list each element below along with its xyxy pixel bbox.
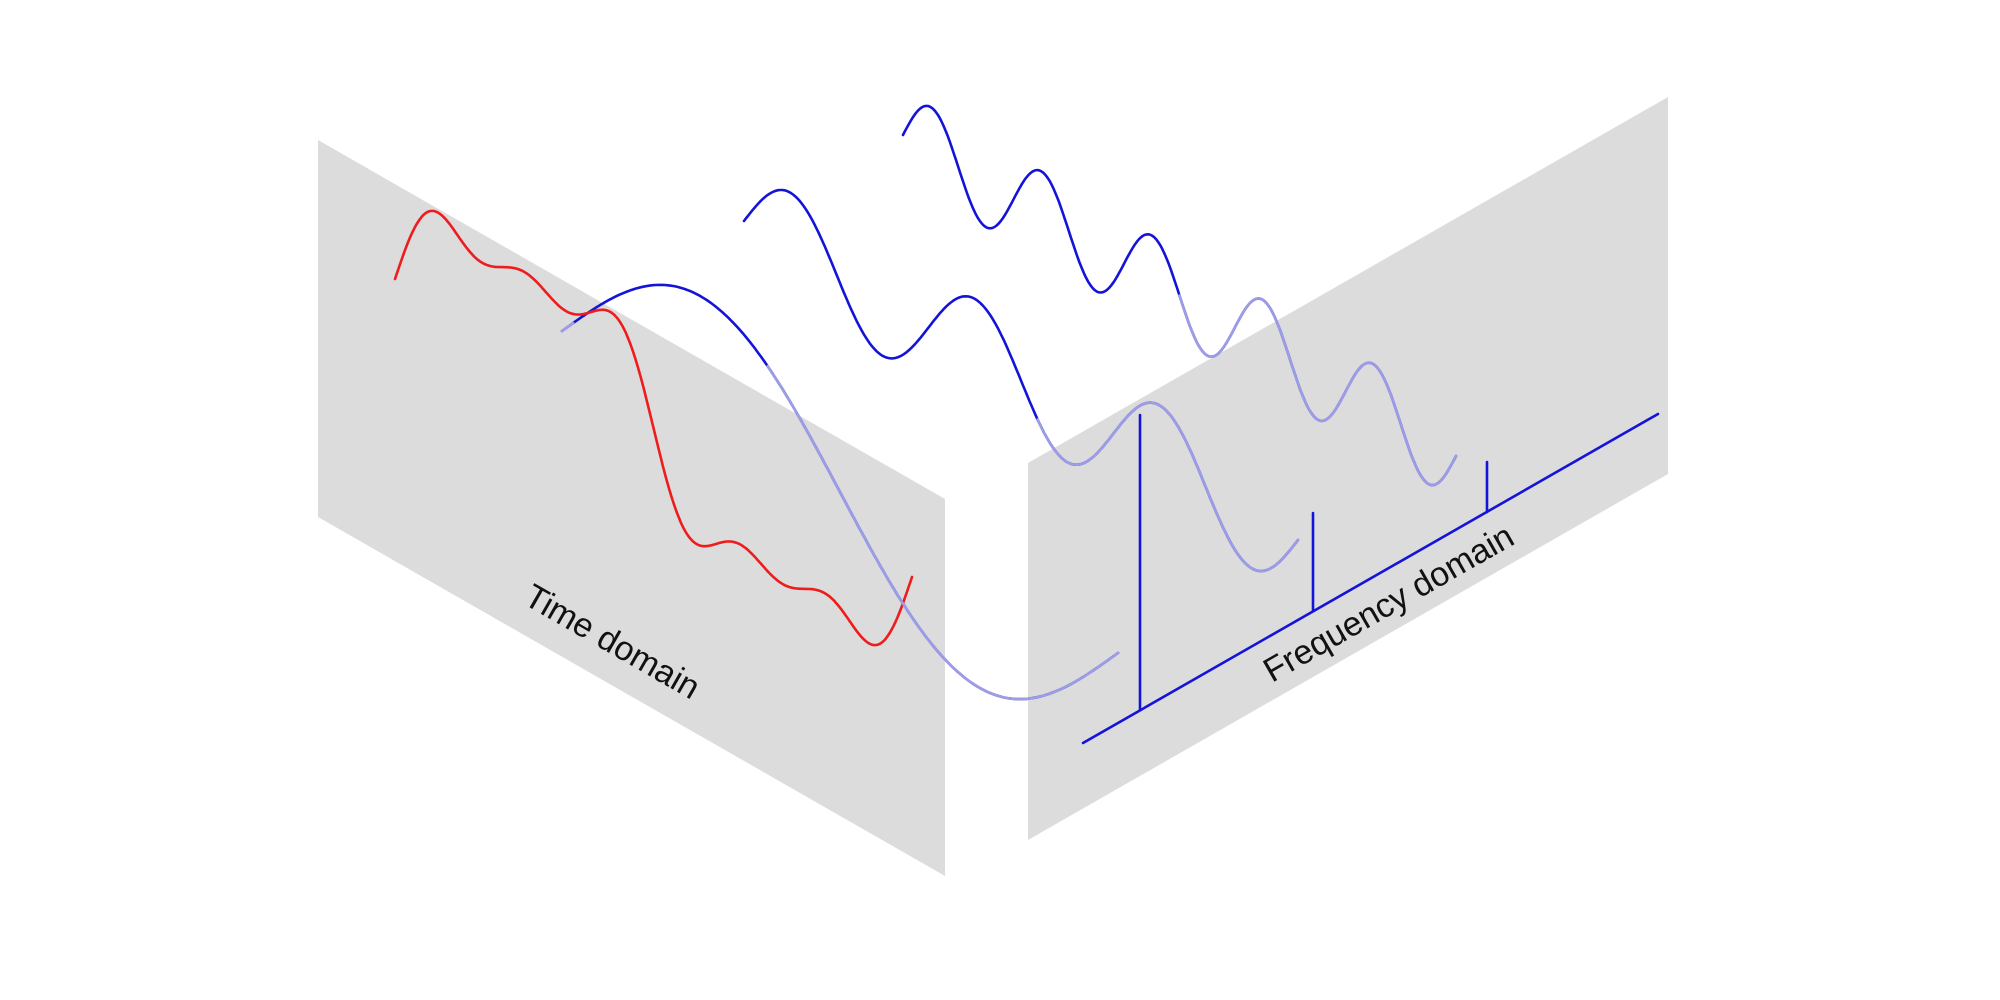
time-domain-signal-curve	[393, 209, 914, 647]
frequency-domain-plane	[1028, 97, 1668, 840]
time-domain-plane	[318, 140, 945, 876]
component-wave-3-faded-1	[1036, 401, 1300, 573]
component-wave-1-faded-2	[766, 365, 1120, 701]
component-wave-5-faded-1	[1178, 294, 1458, 487]
frequency-axis	[1081, 412, 1660, 745]
component-wave-1-faded-1	[560, 321, 575, 333]
component-waves-faded	[560, 294, 1458, 701]
